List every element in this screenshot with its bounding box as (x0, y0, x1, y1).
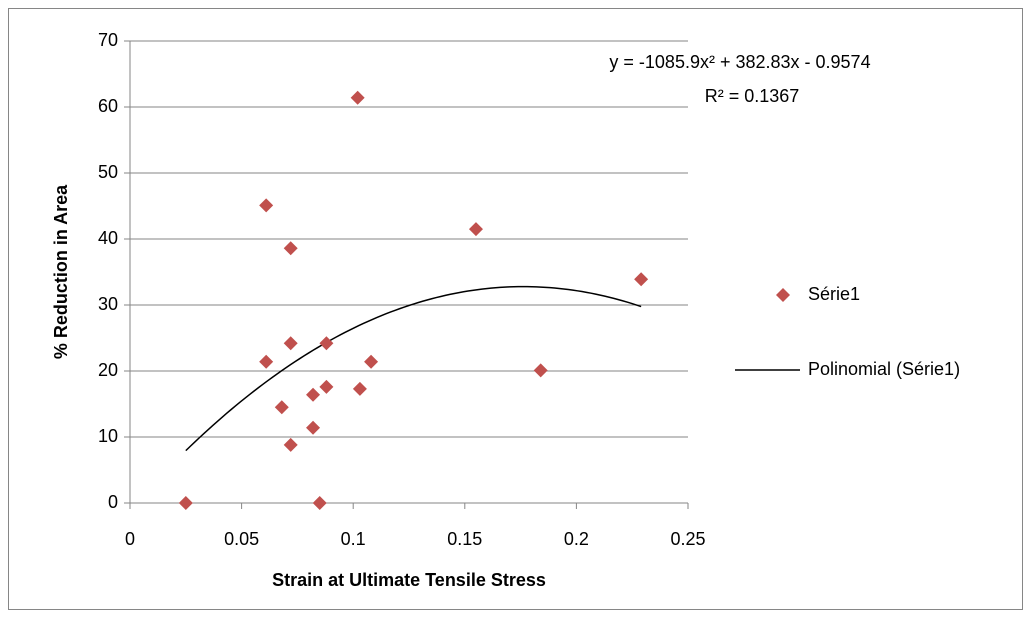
y-tick-label: 70 (98, 30, 118, 50)
point (283, 336, 298, 351)
x-tick-label: 0.15 (447, 529, 482, 549)
point (319, 336, 334, 351)
x-tick-label: 0.1 (341, 529, 366, 549)
y-tick-label: 40 (98, 228, 118, 248)
point (178, 496, 193, 510)
y-tick-label: 20 (98, 360, 118, 380)
trend-equation: y = -1085.9x² + 382.83x - 0.9574 (609, 52, 870, 72)
point (634, 272, 649, 287)
x-tick-label: 0.05 (224, 529, 259, 549)
point (283, 437, 298, 452)
x-tick-label: 0.25 (670, 529, 705, 549)
legend-label: Polinomial (Série1) (808, 359, 960, 379)
trendline (185, 285, 642, 452)
legend-marker (776, 288, 790, 302)
y-tick-label: 30 (98, 294, 118, 314)
point (364, 354, 379, 369)
chart-frame (8, 8, 1023, 610)
x-tick-label: 0 (125, 529, 135, 549)
point (274, 400, 289, 415)
x-tick-label: 0.2 (564, 529, 589, 549)
point (306, 387, 321, 402)
point (312, 496, 327, 510)
x-axis-title: Strain at Ultimate Tensile Stress (272, 570, 546, 590)
point (468, 222, 483, 237)
point (350, 90, 365, 105)
point (533, 363, 548, 378)
y-tick-label: 0 (108, 492, 118, 512)
point (306, 420, 321, 435)
point (319, 379, 334, 394)
y-axis-title: % Reduction in Area (51, 184, 71, 359)
y-tick-label: 60 (98, 96, 118, 116)
r-squared: R² = 0.1367 (705, 86, 800, 106)
y-tick-label: 50 (98, 162, 118, 182)
point (352, 381, 367, 396)
y-tick-label: 10 (98, 426, 118, 446)
point (283, 241, 298, 256)
point (259, 198, 274, 213)
point (259, 354, 274, 369)
legend-label: Série1 (808, 284, 860, 304)
